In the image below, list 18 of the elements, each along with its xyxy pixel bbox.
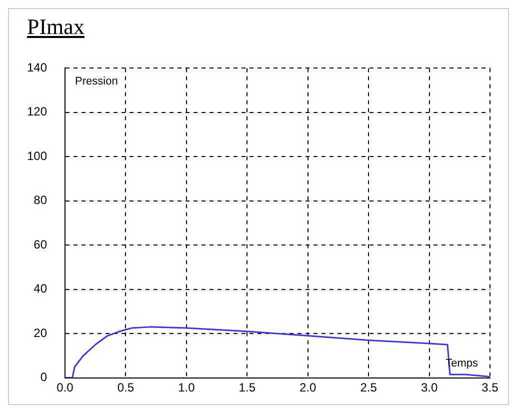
x-tick-label: 3.5 [482,380,499,394]
y-tick-label: 40 [34,282,48,296]
x-tick-label: 3.0 [420,380,438,394]
x-tick-label: 0.0 [56,380,74,394]
y-tick-label: 80 [34,193,48,208]
y-tick-label: 60 [34,237,48,252]
x-tick-label: 0.5 [117,380,134,394]
x-tick-label: 2.5 [360,380,378,394]
y-tick-label: 20 [34,326,48,340]
y-tick-label: 100 [26,148,48,163]
y-tick-label: 140 [26,60,48,75]
x-tick-label: 1.0 [178,380,196,394]
y-tick-label: 120 [26,104,48,119]
y-axis-title: Pression [75,76,118,88]
y-tick-label: 0 [40,370,48,384]
chart-title: PImax [26,13,86,41]
x-tick-label: 1.5 [238,380,256,394]
x-tick-label: 2.0 [300,380,317,394]
